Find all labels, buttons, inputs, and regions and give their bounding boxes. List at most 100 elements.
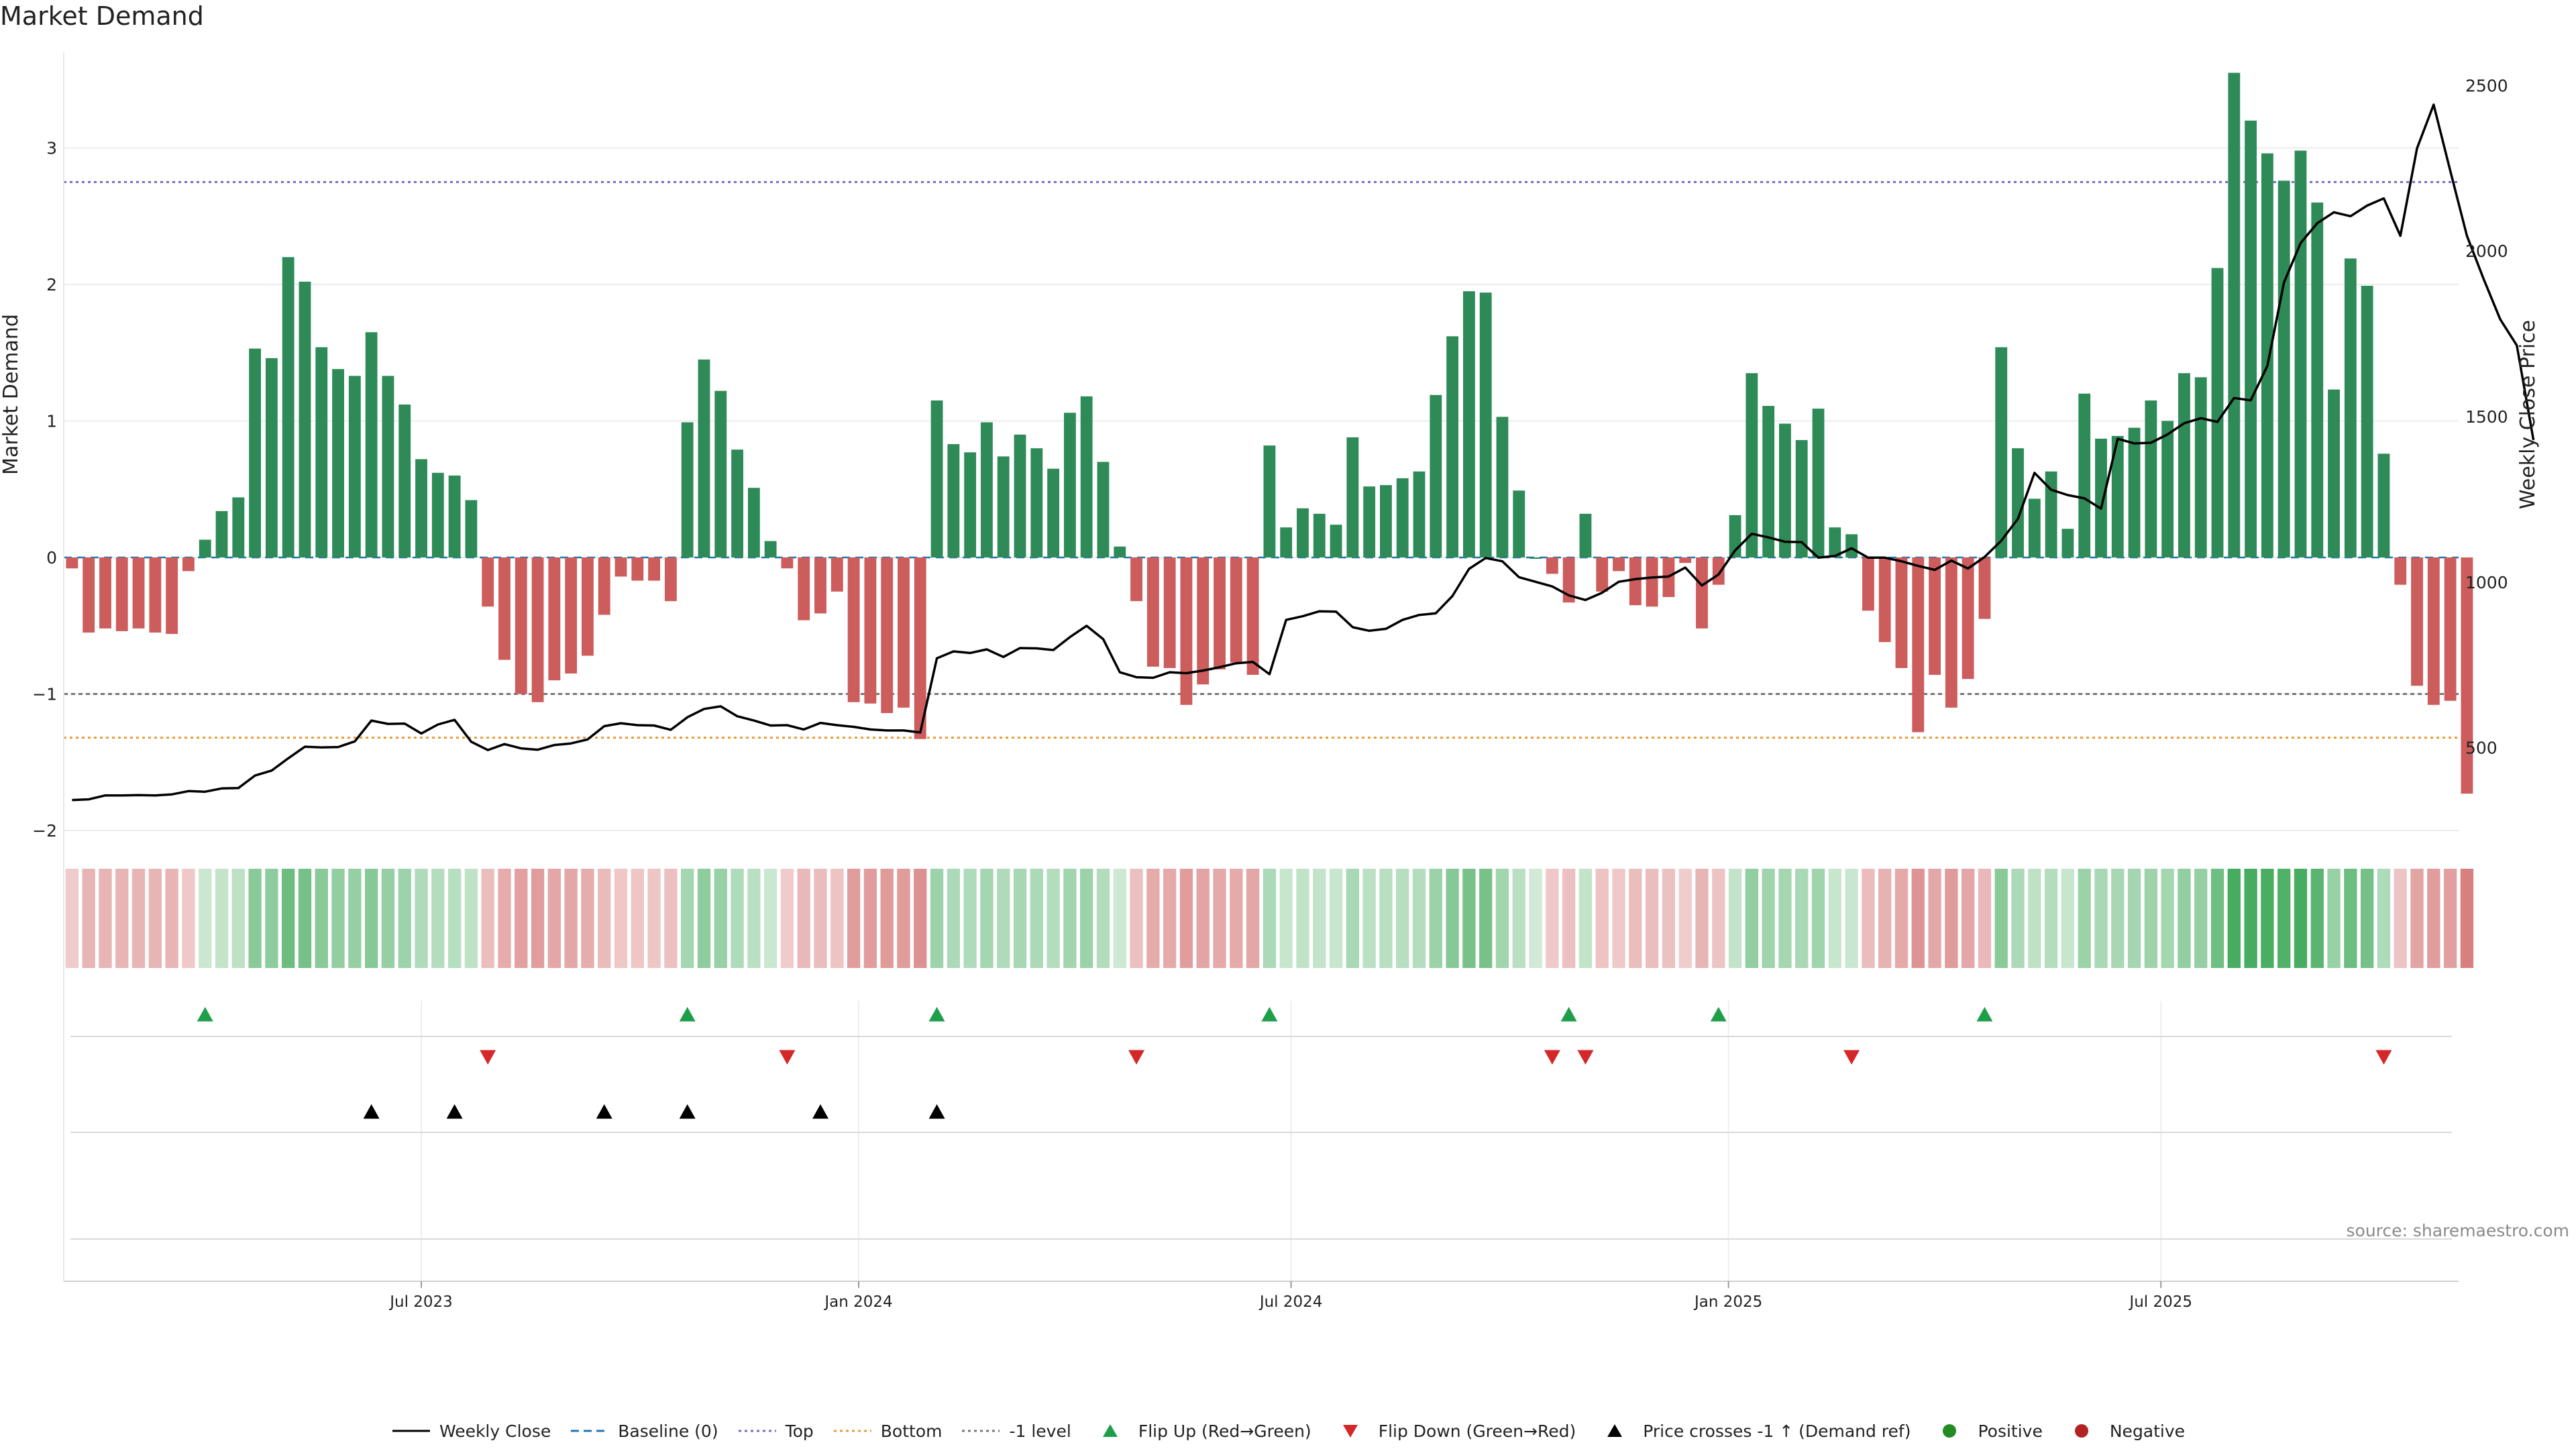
heat-cell xyxy=(747,869,761,968)
legend-item-baseline: Baseline (0) xyxy=(570,1421,718,1441)
heat-cell xyxy=(1146,869,1160,968)
demand-bar xyxy=(1214,557,1226,669)
heat-cell xyxy=(963,869,977,968)
demand-bar xyxy=(1513,490,1525,557)
price-cross-marker xyxy=(363,1104,380,1119)
demand-bar xyxy=(648,557,661,581)
legend-label: Top xyxy=(785,1421,814,1441)
demand-bar xyxy=(2361,286,2373,557)
heat-cell xyxy=(1662,869,1676,968)
x-tick-label: Jul 2023 xyxy=(388,1293,453,1311)
heat-cell xyxy=(1862,869,1875,968)
heat-cell xyxy=(265,869,278,968)
demand-bar xyxy=(465,500,478,557)
heat-cell xyxy=(298,869,312,968)
flip-down-marker xyxy=(1128,1050,1145,1065)
demand-bar xyxy=(1197,557,1210,685)
heat-cell xyxy=(1645,869,1659,968)
legend-label: -1 level xyxy=(1009,1421,1071,1441)
demand-bar xyxy=(132,557,145,629)
heat-cell xyxy=(1795,869,1809,968)
demand-bar xyxy=(265,358,278,557)
heat-cell xyxy=(598,869,611,968)
demand-bar xyxy=(2444,557,2457,701)
heat-cell xyxy=(431,869,445,968)
demand-heat-strip xyxy=(65,869,2474,968)
heat-cell xyxy=(1030,869,1043,968)
heat-cell xyxy=(1578,869,1593,968)
heat-cell xyxy=(215,869,229,968)
heat-cell xyxy=(2277,869,2291,968)
legend-label: Flip Down (Green→Red) xyxy=(1378,1421,1576,1441)
demand-bar xyxy=(731,449,743,557)
heat-cell xyxy=(2261,869,2274,968)
heat-cell xyxy=(82,869,95,968)
demand-bar xyxy=(166,557,178,634)
heat-cell xyxy=(131,869,146,968)
demand-bar xyxy=(249,348,262,557)
heat-cell xyxy=(165,869,178,968)
demand-bar xyxy=(1962,557,1974,680)
demand-bar xyxy=(2377,453,2390,557)
heat-cell xyxy=(581,869,594,968)
demand-bar xyxy=(2145,400,2157,557)
demand-bar xyxy=(781,557,794,569)
legend-triangle-up xyxy=(1102,1424,1118,1437)
demand-bar xyxy=(348,376,361,557)
heat-cell xyxy=(1296,869,1309,968)
demand-bar xyxy=(2245,120,2257,557)
heat-cell xyxy=(1562,869,1576,968)
right-tick-label: 1000 xyxy=(2465,573,2508,592)
heat-cell xyxy=(1928,869,1941,968)
demand-bar xyxy=(2461,557,2473,794)
demand-bar xyxy=(2228,72,2241,557)
right-tick-label: 2000 xyxy=(2465,241,2508,261)
heat-cell xyxy=(1961,869,1975,968)
demand-bar xyxy=(149,557,162,633)
flip-down-marker xyxy=(2375,1050,2392,1065)
flip-down-marker xyxy=(1577,1050,1594,1065)
heat-cell xyxy=(1046,869,1060,968)
heat-cell xyxy=(1446,869,1459,968)
demand-bar xyxy=(2128,427,2141,557)
heat-cell xyxy=(1678,869,1692,968)
flip-up-marker xyxy=(679,1007,696,1022)
heat-cell xyxy=(2427,869,2440,968)
demand-bar xyxy=(2261,153,2273,557)
heat-cell xyxy=(2377,869,2391,968)
demand-bar xyxy=(1114,546,1126,557)
heat-cell xyxy=(498,869,511,968)
heat-cell xyxy=(681,869,694,968)
flip-down-marker xyxy=(480,1050,496,1065)
demand-bar xyxy=(681,422,694,557)
heat-cell xyxy=(2011,869,2025,968)
heat-cell xyxy=(1063,869,1077,968)
heat-cell xyxy=(1828,869,1841,968)
flip-down-marker xyxy=(1544,1050,1560,1065)
legend-label: Baseline (0) xyxy=(618,1421,718,1441)
heat-cell xyxy=(897,869,910,968)
demand-bar xyxy=(1945,557,1957,708)
flip-down-marker xyxy=(1843,1050,1860,1065)
demand-bar xyxy=(1030,448,1043,557)
demand-bar xyxy=(1613,557,1625,572)
demand-bar xyxy=(2277,180,2290,557)
left-tick-label: 1 xyxy=(46,411,57,431)
heat-cell xyxy=(1728,869,1742,968)
heat-cell xyxy=(1213,869,1226,968)
heat-cell xyxy=(2344,869,2357,968)
demand-bar xyxy=(1130,557,1142,602)
heat-cell xyxy=(315,869,328,968)
demand-bar xyxy=(1862,557,1874,611)
price-cross-marker xyxy=(812,1104,829,1119)
legend-swatch xyxy=(2074,1424,2088,1438)
heat-cell xyxy=(731,869,744,968)
legend-circle xyxy=(1943,1424,1957,1438)
heat-cell xyxy=(980,869,994,968)
demand-bar xyxy=(1679,557,1692,564)
heat-cell xyxy=(1894,869,1909,968)
heat-cell xyxy=(248,869,262,968)
demand-bar xyxy=(2328,389,2340,557)
demand-bar xyxy=(66,557,78,569)
legend-triangle-down xyxy=(1342,1425,1358,1438)
